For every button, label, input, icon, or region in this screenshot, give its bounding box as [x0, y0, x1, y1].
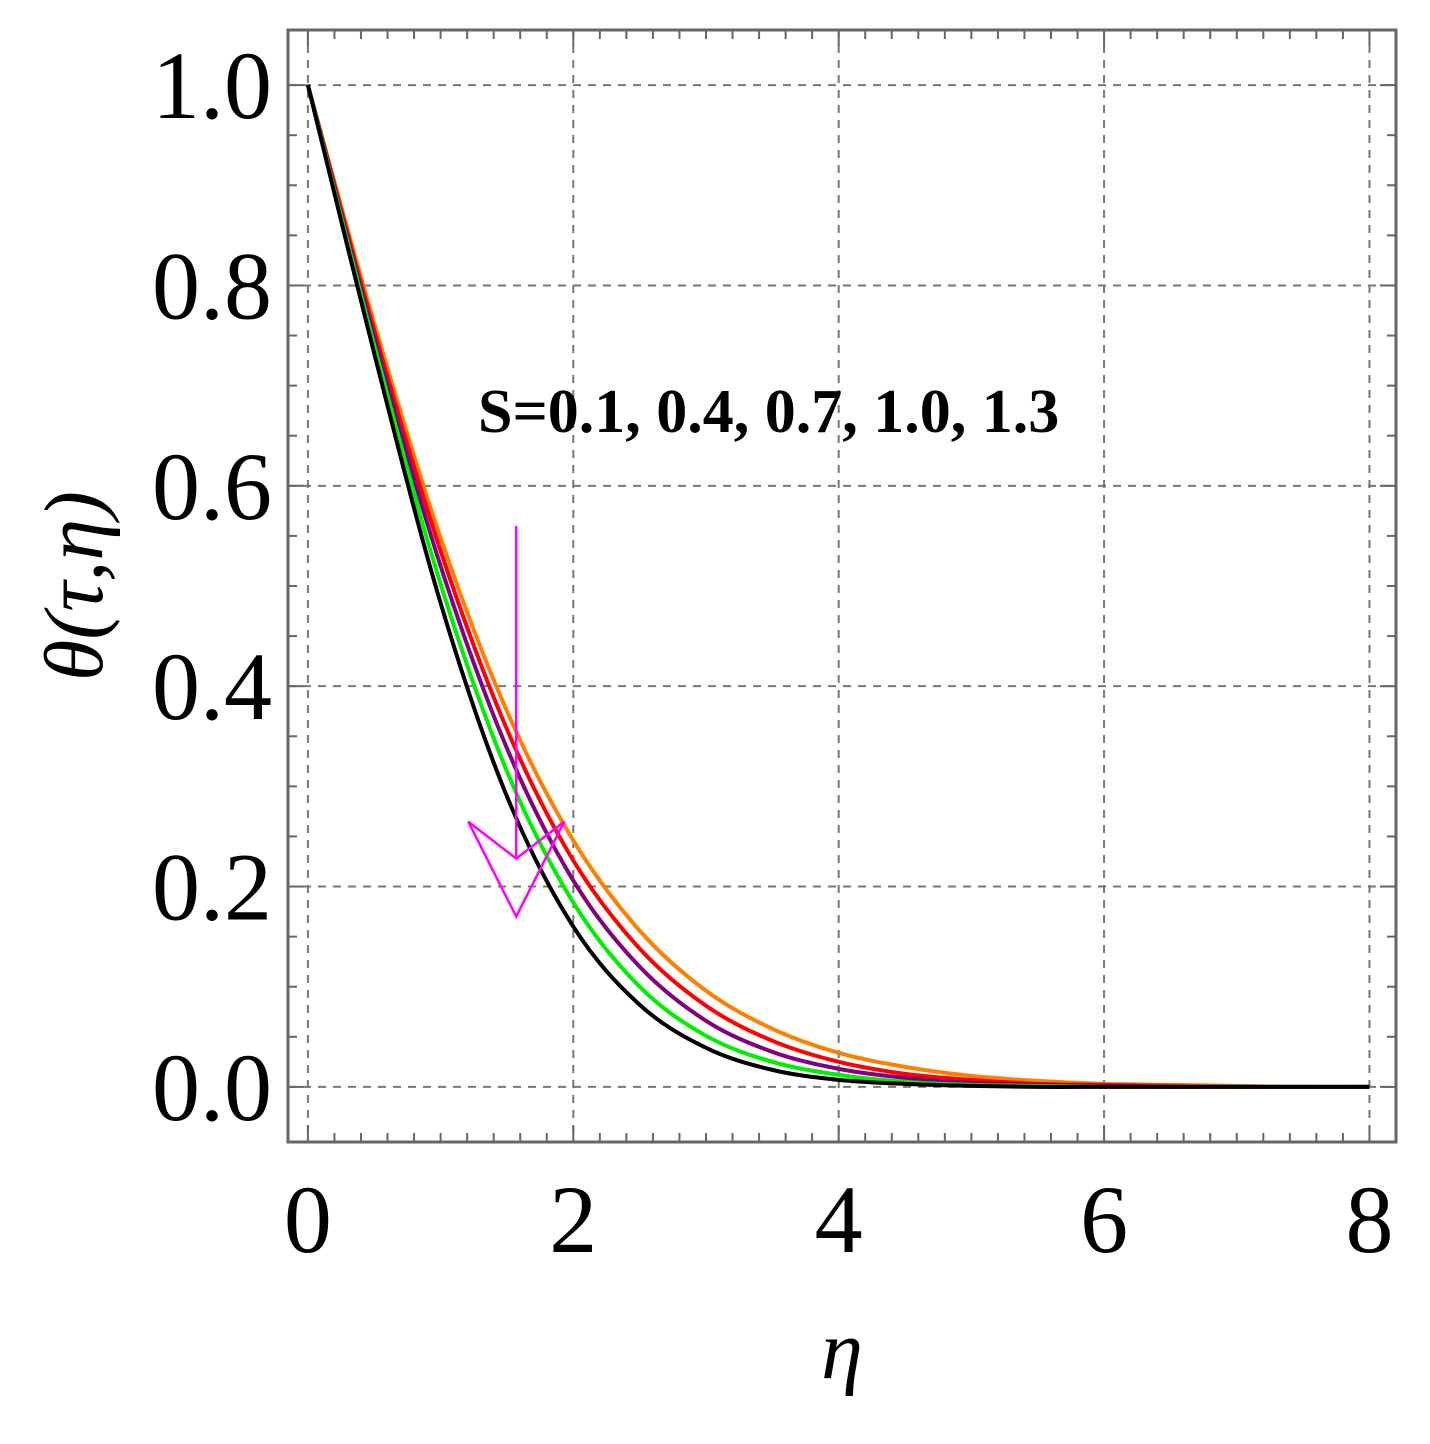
y-tick-labels: 0.0 0.2 0.4 0.6 0.8 1.0 — [152, 32, 272, 1141]
x-tick-label: 2 — [549, 1166, 597, 1273]
arrow-head — [467, 820, 566, 920]
series-line — [305, 84, 1370, 1089]
x-tick-label: 4 — [815, 1166, 863, 1273]
y-tick-label: 0.2 — [152, 834, 272, 941]
y-tick-label: 1.0 — [152, 32, 272, 139]
y-axis-title: θ(τ,η) — [28, 491, 121, 681]
y-tick-label: 0.8 — [152, 232, 272, 339]
parameter-annotation: S=0.1, 0.4, 0.7, 1.0, 1.3 — [478, 378, 1059, 446]
x-tick-label: 6 — [1080, 1166, 1128, 1273]
x-axis-title: η — [821, 1304, 863, 1397]
plot-frame — [286, 28, 1398, 1144]
x-tick-label: 0 — [284, 1166, 332, 1273]
y-tick-label: 0.4 — [152, 633, 272, 740]
y-tick-label: 0.6 — [152, 433, 272, 540]
annotation-arrow — [467, 525, 566, 920]
x-tick-label: 8 — [1345, 1166, 1393, 1273]
series-lines — [305, 84, 1370, 1089]
x-tick-labels: 0 2 4 6 8 — [284, 1166, 1394, 1273]
y-tick-label: 0.0 — [152, 1034, 272, 1141]
